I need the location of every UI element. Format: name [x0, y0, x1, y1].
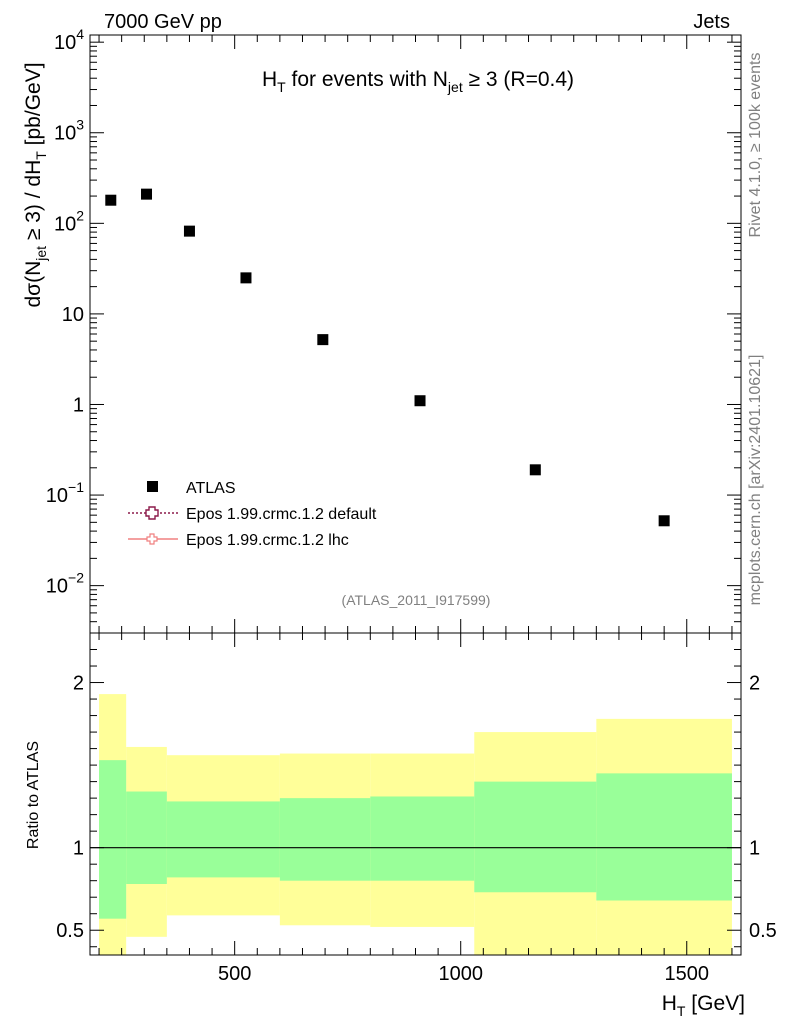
ratio-y-tick-label-left: 0.5 [56, 920, 84, 942]
stat-band-bin [279, 798, 371, 881]
ratio-y-tick-label-right: 2 [749, 673, 760, 695]
stat-band-bin [596, 773, 732, 901]
atlas-data-point [414, 395, 426, 407]
mcplots-credit-label: mcplots.cern.ch [arXiv:2401.10621] [747, 355, 764, 606]
stat-band-bin [99, 760, 127, 919]
atlas-data-point [141, 188, 153, 200]
x-tick-label: 1000 [438, 963, 483, 985]
legend-atlas-marker [147, 481, 158, 492]
bottom-x-ticks [98, 633, 733, 955]
legend-atlas-label: ATLAS [186, 480, 236, 497]
y-tick-label: 1 [73, 394, 84, 416]
y-tick-label: 10−1 [46, 479, 84, 507]
ratio-y-tick-label-left: 1 [73, 838, 84, 860]
legend-epos-lhc-marker [146, 533, 158, 545]
plot-title: HT for events with Njet ≥ 3 (R=0.4) [262, 68, 574, 95]
top-y-axis-label: dσ(Njet ≥ 3) / dHT [pb/GeV] [22, 62, 49, 307]
atlas-data-point [658, 515, 670, 527]
y-tick-label: 102 [54, 207, 84, 235]
y-tick-label: 103 [54, 117, 84, 145]
atlas-data-point [317, 334, 329, 346]
legend-epos-lhc-label: Epos 1.99.crmc.1.2 lhc [186, 532, 349, 549]
stat-band-bin [474, 781, 597, 893]
bottom-tick-labels: 0.5 0.5 1 1 2 2 500 1000 1500 [56, 673, 777, 985]
atlas-data-point [240, 272, 252, 284]
statistical-uncertainty-band [99, 760, 732, 919]
atlas-data-point [105, 194, 117, 206]
x-axis-label: HT [GeV] [662, 992, 745, 1019]
legend-epos-default-label: Epos 1.99.crmc.1.2 default [186, 506, 377, 523]
energy-label: 7000 GeV pp [104, 11, 222, 33]
top-x-ticks [98, 35, 733, 633]
rivet-version-label: Rivet 4.1.0, ≥ 100k events [747, 53, 764, 238]
stat-band-bin [370, 796, 475, 881]
atlas-data-point [183, 225, 195, 237]
ratio-y-tick-label-right: 0.5 [749, 920, 777, 942]
atlas-data-points [105, 188, 670, 527]
legend: ATLAS Epos 1.99.crmc.1.2 default Epos 1.… [128, 480, 377, 549]
x-tick-label: 1500 [665, 963, 710, 985]
ratio-panel: 0.5 0.5 1 1 2 2 500 1000 1500 Ratio to ATLAS HT … [25, 632, 777, 1019]
atlas-data-point [529, 464, 541, 476]
ratio-y-tick-label-right: 1 [749, 838, 760, 860]
y-tick-label: 104 [54, 26, 84, 54]
stat-band-bin [126, 791, 167, 884]
ratio-y-axis-label: Ratio to ATLAS [25, 741, 42, 849]
analysis-id-annotation: (ATLAS_2011_I917599) [342, 592, 491, 608]
bottom-y-ticks [90, 649, 741, 948]
legend-epos-default-marker [145, 506, 159, 520]
y-tick-label: 10 [62, 304, 84, 326]
y-tick-label: 10−2 [46, 570, 84, 598]
x-tick-label: 500 [218, 963, 251, 985]
stat-band-bin [166, 801, 280, 878]
top-y-ticks [90, 41, 741, 634]
ratio-y-tick-label-left: 2 [73, 673, 84, 695]
category-label: Jets [693, 11, 730, 33]
